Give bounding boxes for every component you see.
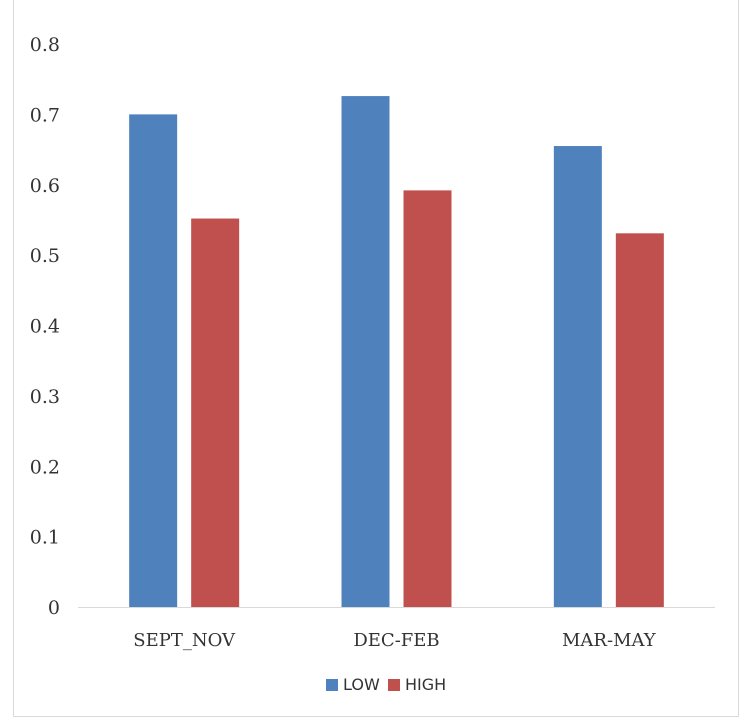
bar-low-1 — [341, 96, 390, 607]
y-tick-label: 0.3 — [30, 386, 60, 408]
bar-low-2 — [553, 146, 602, 607]
x-category-label: MAR-MAY — [562, 630, 657, 651]
legend-label-low: LOW — [343, 675, 380, 694]
legend-label-high: HIGH — [405, 675, 446, 694]
x-category-label: SEPT_NOV — [133, 630, 236, 651]
bar-high-0 — [191, 218, 240, 607]
y-tick-label: 0.2 — [30, 456, 60, 478]
legend-swatch-low — [326, 679, 338, 691]
y-tick-label: 0.5 — [30, 245, 60, 267]
bar-high-1 — [403, 190, 452, 607]
y-tick-label: 0.1 — [30, 527, 60, 549]
y-tick-label: 0 — [48, 597, 60, 619]
legend-swatch-high — [388, 679, 400, 691]
y-tick-label: 0.4 — [30, 316, 60, 338]
bar-low-0 — [129, 114, 178, 607]
x-category-label: DEC-FEB — [353, 630, 439, 651]
y-tick-label: 0.7 — [30, 104, 60, 126]
y-tick-label: 0.6 — [30, 175, 60, 197]
bar-high-2 — [615, 233, 664, 607]
y-tick-label: 0.8 — [30, 34, 60, 56]
